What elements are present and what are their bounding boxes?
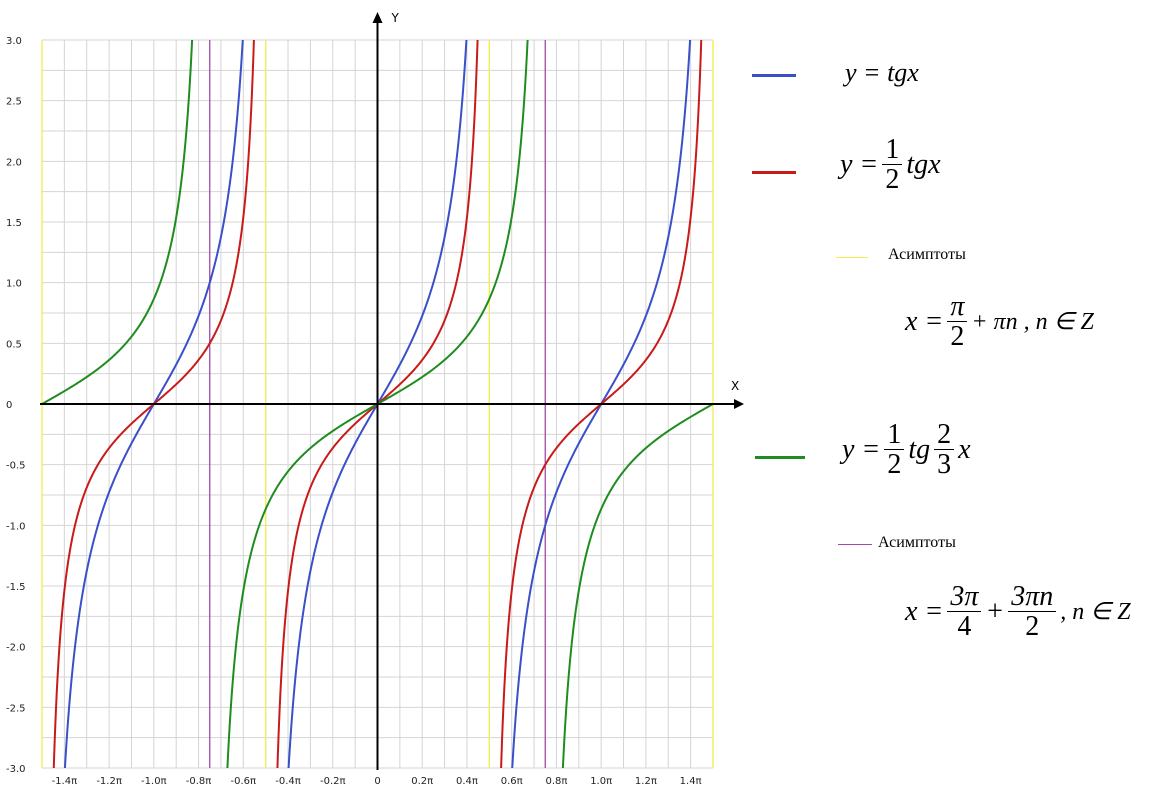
x-tick-label: -1.4π: [52, 776, 78, 787]
y-tick-label: -1.0: [6, 521, 26, 532]
legend-swatch-tan: [752, 74, 796, 77]
y-axis-arrow: [372, 12, 383, 23]
legend-label-tan: y = tgx: [845, 58, 919, 87]
x-tick-label: -0.6π: [231, 776, 257, 787]
x-tick-label: -1.2π: [96, 776, 122, 787]
legend-label-asym-purple: Асимптоты: [878, 534, 956, 551]
x-tick-label: -0.8π: [186, 776, 212, 787]
legend-swatch-half-tan: [752, 171, 796, 174]
x-axis-label: X: [731, 379, 739, 393]
y-tick-label: 2.5: [6, 97, 22, 108]
y-tick-label: 3.0: [6, 36, 22, 47]
y-tick-label: 1.5: [6, 218, 22, 229]
y-tick-label: -1.5: [6, 582, 26, 593]
x-tick-label: -1.0π: [141, 776, 167, 787]
tangent-chart: XY -1.4π -1.2π -1.0π -0.8π -0.6π -0.4π -0.2π 0 0…: [6, 11, 744, 787]
x-tick-label: -0.2π: [320, 776, 346, 787]
series-green-branch: [42, 40, 194, 405]
y-tick-label: 0: [6, 400, 12, 411]
y-tick-label: -3.0: [6, 764, 26, 775]
x-tick-label: 0.2π: [411, 776, 433, 787]
x-tick-label: 0.4π: [456, 776, 478, 787]
x-tick-label: 0.8π: [545, 776, 567, 787]
x-tick-label: 1.4π: [680, 776, 702, 787]
x-tick-label: -0.4π: [275, 776, 301, 787]
y-tick-label: -2.0: [6, 643, 26, 654]
axes: XY: [40, 11, 744, 770]
x-axis-arrow: [734, 399, 744, 409]
y-tick-label: -2.5: [6, 703, 26, 714]
legend-swatch-asym-purple: [838, 544, 872, 545]
y-axis-label: Y: [391, 11, 400, 25]
x-tick-label: 1.2π: [635, 776, 657, 787]
asym-purple-formula: x = 3π 4 + 3πn 2 , n ∈ Z: [905, 581, 1131, 643]
legend-swatch-asym-yellow: [836, 257, 868, 258]
y-tick-label: 2.0: [6, 157, 22, 168]
legend-swatch-green: [755, 456, 805, 459]
y-tick-label: 1.0: [6, 279, 22, 290]
y-tick-label: -0.5: [6, 461, 26, 472]
tick-labels: -1.4π -1.2π -1.0π -0.8π -0.6π -0.4π -0.2π 0 0.2π…: [6, 36, 702, 787]
y-tick-label: 0.5: [6, 339, 22, 350]
series-green-branch: [561, 403, 713, 768]
x-tick-label: 0: [374, 776, 380, 787]
legend-label-asym-yellow: Асимптоты: [888, 246, 966, 263]
x-tick-label: 0.6π: [501, 776, 523, 787]
x-tick-label: 1.0π: [590, 776, 612, 787]
